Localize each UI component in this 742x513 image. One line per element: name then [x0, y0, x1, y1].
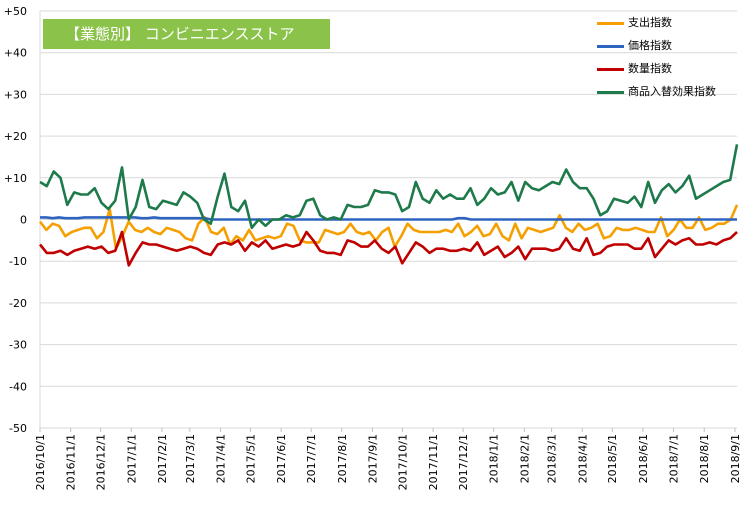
x-tick-label: 2017/2/1 [156, 434, 169, 483]
series-line [38, 204, 739, 250]
y-tick-label: +30 [4, 88, 27, 101]
legend-item: 支出指数 [597, 14, 737, 37]
chart-title: 【業態別】 コンビニエンスストア [43, 19, 330, 49]
x-tick-label: 2017/5/1 [244, 434, 257, 483]
y-tick-label: 0 [20, 214, 27, 227]
x-tick-label: 2017/7/1 [305, 434, 318, 483]
y-tick-label: -30 [9, 339, 27, 352]
y-axis-ticks: +50 +40 +30 +20 +10 0 -10 -20 -30 -40 -50 [4, 5, 27, 435]
x-tick-label: 2018/4/1 [576, 434, 589, 483]
y-tick-label: +50 [4, 5, 27, 18]
legend-item: 商品入替効果指数 [597, 83, 737, 106]
x-tick-label: 2018/2/1 [518, 434, 531, 483]
series-line [38, 230, 738, 267]
x-tick-label: 2017/6/1 [275, 434, 288, 483]
x-tick-label: 2018/9/1 [729, 434, 742, 483]
x-tick-label: 2017/9/1 [366, 434, 379, 483]
legend-swatch [597, 68, 624, 71]
legend-label: 商品入替効果指数 [628, 85, 716, 98]
x-tick-label: 2017/3/1 [184, 434, 197, 483]
y-tick-label: +20 [4, 130, 27, 143]
series-line [39, 144, 739, 230]
x-axis-ticks: 2016/10/1 2016/11/1 2016/12/1 2017/1/1 2017/… [34, 428, 742, 490]
legend-item: 価格指数 [597, 37, 737, 60]
series-line [40, 216, 737, 221]
x-tick-label: 2018/3/1 [546, 434, 559, 483]
x-tick-label: 2016/11/1 [65, 434, 78, 490]
x-tick-label: 2018/8/1 [698, 434, 711, 483]
x-tick-label: 2016/12/1 [95, 434, 108, 490]
x-tick-label: 2018/1/1 [488, 434, 501, 483]
series-lines [38, 144, 739, 267]
legend-label: 支出指数 [628, 16, 672, 29]
x-tick-label: 2018/7/1 [668, 434, 681, 483]
x-tick-label: 2017/1/1 [125, 434, 138, 483]
legend: 支出指数価格指数数量指数商品入替効果指数 [597, 14, 737, 106]
y-tick-label: -40 [9, 380, 27, 393]
x-tick-label: 2016/10/1 [34, 434, 47, 490]
legend-swatch [597, 22, 624, 25]
x-tick-label: 2017/12/1 [457, 434, 470, 490]
legend-label: 価格指数 [628, 39, 672, 52]
x-tick-label: 2017/10/1 [396, 434, 409, 490]
x-tick-label: 2017/4/1 [215, 434, 228, 483]
x-tick-label: 2018/5/1 [606, 434, 619, 483]
y-tick-label: +10 [4, 172, 27, 185]
y-tick-label: +40 [4, 47, 27, 60]
legend-swatch [597, 45, 624, 48]
legend-label: 数量指数 [628, 62, 672, 75]
y-tick-label: -10 [9, 255, 27, 268]
legend-item: 数量指数 [597, 60, 737, 83]
legend-swatch [597, 91, 624, 94]
x-tick-label: 2017/11/1 [427, 434, 440, 490]
y-tick-label: -20 [9, 297, 27, 310]
x-tick-label: 2017/8/1 [336, 434, 349, 483]
x-tick-label: 2018/6/1 [637, 434, 650, 483]
y-tick-label: -50 [9, 422, 27, 435]
